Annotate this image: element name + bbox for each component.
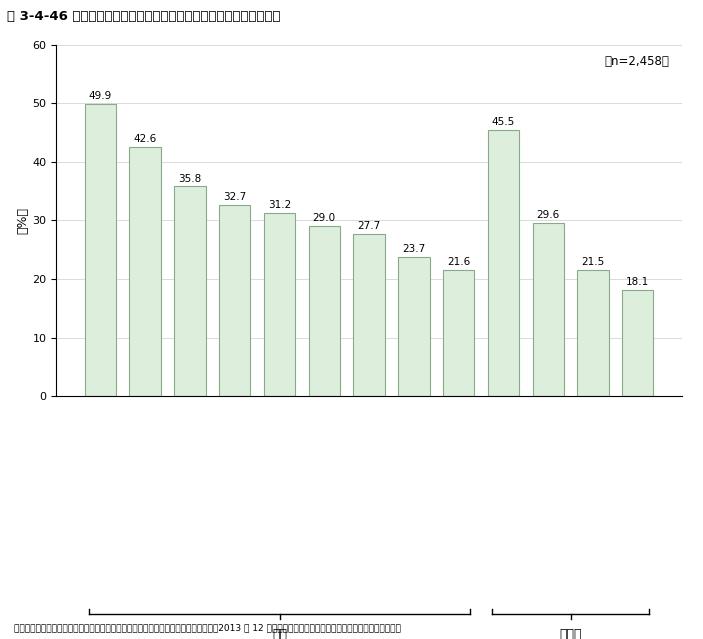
Bar: [219, 204, 250, 396]
Text: 23.7: 23.7: [402, 245, 425, 254]
Text: 32.7: 32.7: [223, 192, 246, 202]
Bar: [577, 270, 609, 396]
Bar: [488, 130, 519, 396]
Text: 45.5: 45.5: [492, 117, 515, 127]
Text: 27.7: 27.7: [357, 221, 381, 231]
Text: 49.9: 49.9: [89, 91, 112, 101]
Text: 29.6: 29.6: [536, 210, 560, 220]
Text: 課題: 課題: [272, 628, 287, 639]
Bar: [533, 223, 564, 396]
Text: 資料：中小企業庁委託「中小企業の海外展開の実態把握にかかるアンケート調査」（2013 年 12 月、損保ジャパン日本興亜リスクマネジメント（株））: 資料：中小企業庁委託「中小企業の海外展開の実態把握にかかるアンケート調査」（20…: [14, 624, 401, 633]
Bar: [622, 290, 654, 396]
Text: 21.6: 21.6: [447, 257, 470, 266]
Bar: [398, 258, 430, 396]
Text: （n=2,458）: （n=2,458）: [605, 56, 669, 68]
Text: 31.2: 31.2: [268, 201, 291, 210]
Bar: [309, 226, 340, 396]
Text: リスク: リスク: [560, 628, 582, 639]
Bar: [264, 213, 295, 396]
Y-axis label: （%）: （%）: [17, 207, 30, 234]
Text: 21.5: 21.5: [581, 258, 605, 267]
Bar: [443, 270, 475, 396]
Bar: [354, 234, 385, 396]
Text: 42.6: 42.6: [134, 134, 157, 144]
Bar: [174, 187, 205, 396]
Text: 29.0: 29.0: [313, 213, 336, 224]
Text: 35.8: 35.8: [179, 174, 202, 183]
Text: 18.1: 18.1: [626, 277, 650, 288]
Bar: [84, 104, 116, 396]
Bar: [129, 146, 161, 396]
Text: 第 3-4-46 図　　輸出企業が直面している課題・リスク（複数回答）: 第 3-4-46 図 輸出企業が直面している課題・リスク（複数回答）: [7, 10, 280, 22]
